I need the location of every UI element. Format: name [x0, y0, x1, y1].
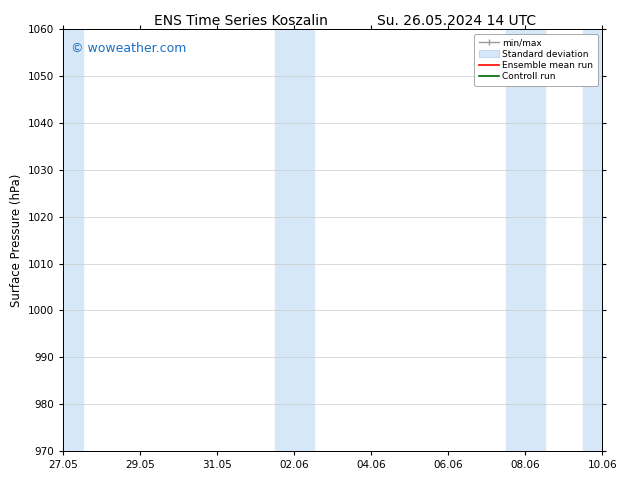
- Text: Su. 26.05.2024 14 UTC: Su. 26.05.2024 14 UTC: [377, 14, 536, 28]
- Text: © woweather.com: © woweather.com: [72, 42, 187, 55]
- Bar: [526, 29, 545, 451]
- Bar: [506, 29, 526, 451]
- Bar: [294, 29, 314, 451]
- Bar: [275, 29, 294, 451]
- Y-axis label: Surface Pressure (hPa): Surface Pressure (hPa): [10, 173, 23, 307]
- Text: ENS Time Series Koszalin: ENS Time Series Koszalin: [154, 14, 328, 28]
- Legend: min/max, Standard deviation, Ensemble mean run, Controll run: min/max, Standard deviation, Ensemble me…: [474, 34, 598, 86]
- Bar: [63, 29, 82, 451]
- Bar: [583, 29, 602, 451]
